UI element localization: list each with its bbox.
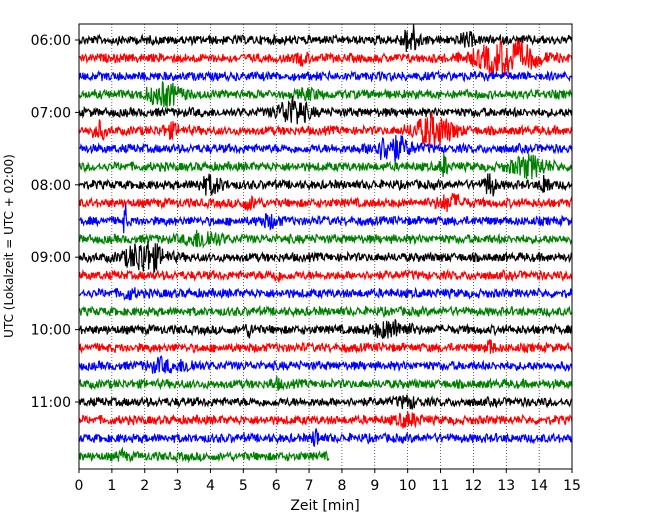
trace-line [78, 319, 573, 339]
x-tick-label: 14 [530, 478, 548, 494]
trace-line [78, 39, 573, 78]
trace-line [78, 304, 573, 319]
y-tick-label: 10:00 [31, 323, 71, 339]
y-tick-label: 06:00 [31, 33, 71, 49]
x-tick-label: 6 [272, 478, 281, 494]
x-tick-label: 9 [370, 478, 379, 494]
trace-line [78, 339, 573, 355]
trace-line [78, 204, 573, 234]
x-tick-label: 2 [140, 478, 149, 494]
trace-line [78, 446, 330, 464]
trace-line [78, 229, 573, 249]
x-tick-label: 5 [239, 478, 248, 494]
x-tick-label: 1 [107, 478, 116, 494]
y-tick-label: 09:00 [31, 250, 71, 266]
trace-line [78, 69, 573, 83]
trace-line [78, 153, 573, 180]
trace-line [78, 112, 573, 149]
x-tick-label: 11 [432, 478, 450, 494]
y-axis-ticks: 06:00 07:00 08:00 09:00 10:00 11:00 [31, 33, 79, 411]
y-tick-label: 08:00 [31, 178, 71, 194]
x-tick-label: 4 [206, 478, 215, 494]
trace-line [78, 268, 573, 284]
trace-line [78, 394, 573, 410]
y-axis-label: UTC (Lokalzeit = UTC + 02:00) [2, 154, 16, 338]
y-tick-label: 11:00 [31, 395, 71, 411]
trace-line [78, 355, 573, 374]
trace-line [78, 286, 573, 301]
trace-line [78, 81, 573, 108]
x-tick-label: 13 [497, 478, 515, 494]
trace-line [78, 24, 573, 52]
x-tick-label: 0 [75, 478, 84, 494]
trace-line [78, 375, 573, 391]
grid-lines [111, 24, 540, 469]
x-tick-label: 10 [399, 478, 417, 494]
x-axis-ticks: 0 1 2 3 4 5 6 7 8 9 10 11 12 13 14 15 [75, 469, 581, 494]
x-tick-label: 8 [337, 478, 346, 494]
y-tick-label: 07:00 [31, 105, 71, 121]
trace-group [78, 24, 573, 464]
x-tick-label: 3 [173, 478, 182, 494]
trace-line [78, 428, 573, 447]
x-tick-label: 12 [464, 478, 482, 494]
trace-line [78, 173, 573, 197]
trace-line [78, 192, 573, 213]
trace-line [78, 135, 573, 164]
x-tick-label: 7 [305, 478, 314, 494]
trace-line [78, 411, 573, 429]
x-axis-label: Zeit [min] [290, 498, 359, 514]
x-tick-label: 15 [563, 478, 581, 494]
trace-line [78, 240, 573, 275]
trace-line [78, 95, 573, 125]
plot-frame [78, 23, 573, 470]
